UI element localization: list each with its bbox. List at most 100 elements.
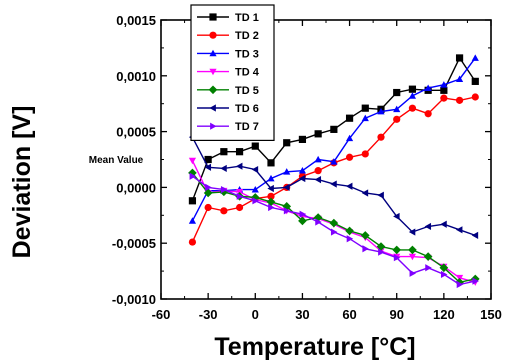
legend-entry-td-1: TD 1 xyxy=(197,12,259,24)
data-point-td-7 xyxy=(346,235,354,243)
data-point-td-7 xyxy=(362,245,369,253)
data-point-td-2 xyxy=(408,104,417,112)
data-point-td-7 xyxy=(205,183,212,191)
data-point-td-3 xyxy=(330,158,338,165)
data-point-td-7 xyxy=(315,218,322,226)
data-point-td-3 xyxy=(298,167,307,174)
data-point-td-5 xyxy=(376,242,386,251)
data-point-td-2 xyxy=(471,93,479,101)
data-point-td-6 xyxy=(455,226,463,234)
data-point-td-1 xyxy=(188,197,197,205)
data-point-td-2 xyxy=(393,115,401,123)
data-point-td-7 xyxy=(440,270,448,279)
data-point-td-6 xyxy=(361,189,369,197)
data-point-td-7 xyxy=(299,210,307,218)
x-tick-label: -60 xyxy=(152,307,171,322)
data-point-td-5 xyxy=(360,231,370,240)
data-point-td-3 xyxy=(361,114,369,122)
data-point-td-1 xyxy=(220,148,228,156)
legend-label: TD 4 xyxy=(235,67,260,79)
data-point-td-1 xyxy=(471,77,479,85)
data-point-td-4 xyxy=(188,157,197,165)
legend-label: TD 3 xyxy=(235,48,259,60)
x-tick-label: 60 xyxy=(342,307,356,322)
legend-box xyxy=(190,4,275,141)
data-point-td-7 xyxy=(472,277,479,285)
data-point-td-7 xyxy=(330,228,338,236)
y-tick-label: 0,0010 xyxy=(116,69,156,84)
y-tick-label: 0,0015 xyxy=(116,13,156,28)
data-point-td-2 xyxy=(361,150,369,158)
legend-label: TD 1 xyxy=(235,12,259,24)
legend-marker-td-3 xyxy=(209,49,217,57)
data-point-td-5 xyxy=(392,245,402,255)
data-point-td-2 xyxy=(455,96,464,104)
data-point-td-6 xyxy=(204,163,212,171)
data-point-td-2 xyxy=(235,203,244,212)
data-point-td-1 xyxy=(361,104,369,112)
series-td-7 xyxy=(189,172,479,289)
y-tick-label: 0,0005 xyxy=(116,125,156,140)
data-point-td-2 xyxy=(220,207,228,215)
data-point-td-2 xyxy=(204,203,212,212)
data-point-td-5 xyxy=(439,263,449,273)
data-point-td-6 xyxy=(471,231,479,239)
data-point-td-3 xyxy=(408,92,417,99)
data-point-td-6 xyxy=(345,182,353,190)
axes: -60 -30 0 30 60 90 120 150 -0,0010 -0,0005 0,0000 0… xyxy=(112,13,502,322)
data-point-td-1 xyxy=(345,114,354,122)
data-point-td-1 xyxy=(267,159,275,167)
legend-marker-td-6 xyxy=(209,104,216,112)
data-point-td-6 xyxy=(251,165,259,174)
data-point-td-6 xyxy=(267,184,274,193)
data-point-td-7 xyxy=(252,197,259,205)
x-tick-label: 90 xyxy=(389,307,403,322)
data-point-td-1 xyxy=(251,142,259,150)
legend-label: TD 5 xyxy=(235,85,259,97)
x-tick-label: 30 xyxy=(295,307,309,322)
plot-area xyxy=(188,54,480,289)
data-point-td-5 xyxy=(423,252,433,261)
data-point-td-2 xyxy=(345,153,354,161)
data-point-td-7 xyxy=(283,207,291,215)
data-point-td-7 xyxy=(268,203,275,212)
x-tick-label: 150 xyxy=(480,307,502,322)
data-point-td-1 xyxy=(455,54,464,62)
series-td-6 xyxy=(188,133,479,239)
data-point-td-2 xyxy=(267,192,275,200)
data-point-td-3 xyxy=(393,105,401,113)
data-point-td-6 xyxy=(330,180,337,188)
data-point-td-2 xyxy=(440,94,448,102)
legend-marker-td-5 xyxy=(208,85,218,95)
data-point-td-3 xyxy=(345,134,354,142)
data-point-td-6 xyxy=(283,183,290,191)
data-point-td-7 xyxy=(409,269,417,277)
data-point-td-3 xyxy=(283,168,291,175)
legend: TD 1 TD 2 TD 3 TD 4 TD 5 TD 6 TD 7 xyxy=(190,4,275,141)
data-point-td-1 xyxy=(204,155,212,164)
data-point-td-1 xyxy=(298,135,307,144)
data-point-td-3 xyxy=(440,81,448,88)
data-point-td-6 xyxy=(377,191,384,199)
data-point-td-2 xyxy=(424,110,432,118)
legend-marker-td-7 xyxy=(210,122,217,130)
data-point-td-5 xyxy=(345,226,354,236)
data-point-td-3 xyxy=(314,155,322,163)
y-tick-label: 0,0000 xyxy=(116,180,156,195)
legend-marker-td-2 xyxy=(209,31,217,39)
data-point-td-6 xyxy=(408,228,416,236)
legend-label: TD 7 xyxy=(235,121,259,133)
data-point-td-1 xyxy=(330,125,338,133)
data-point-td-7 xyxy=(456,280,464,289)
x-tick-label: -30 xyxy=(199,307,218,322)
data-point-td-3 xyxy=(267,174,275,182)
legend-label: TD 6 xyxy=(235,103,259,115)
y-tick-label: -0,0010 xyxy=(112,292,156,307)
legend-marker-td-1 xyxy=(209,13,217,21)
legend-label: TD 2 xyxy=(235,30,259,42)
data-point-td-5 xyxy=(298,216,307,226)
x-tick-label: 120 xyxy=(433,307,455,322)
y-tick-label: -0,0005 xyxy=(112,236,156,251)
data-point-td-4 xyxy=(408,253,417,261)
